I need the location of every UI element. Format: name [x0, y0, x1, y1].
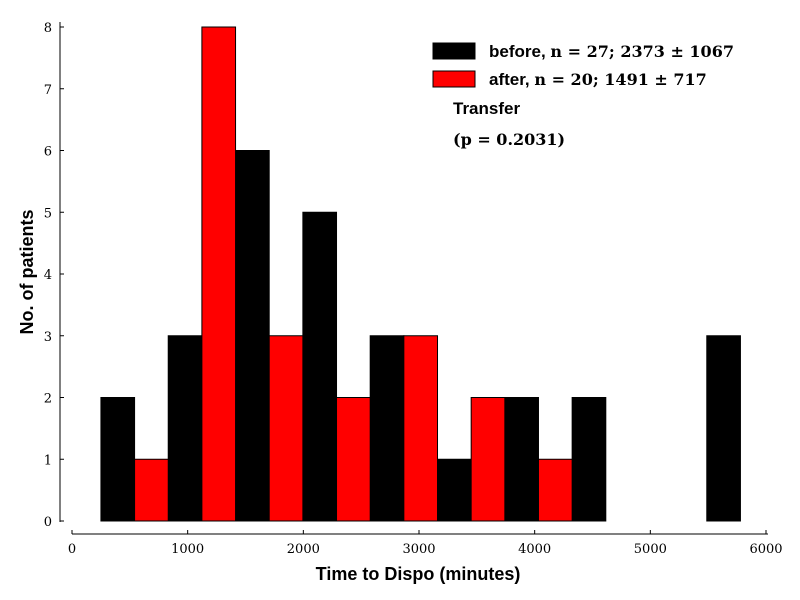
y-tick-label: 2 — [44, 392, 52, 407]
bar-before-3 — [302, 211, 338, 522]
bar-after-4 — [403, 335, 439, 522]
y-tick-label: 3 — [44, 330, 52, 345]
y-tick-label: 1 — [44, 453, 52, 468]
bars-layer — [100, 26, 741, 522]
bar-after-6 — [537, 458, 573, 522]
bar-after-2 — [268, 335, 304, 522]
x-tick-label: 3000 — [402, 542, 435, 557]
y-tick-label: 0 — [44, 515, 52, 530]
legend-annotation-title: Transfer — [453, 99, 520, 118]
y-ticks: 0 1 2 3 4 5 6 7 8 — [44, 21, 64, 530]
x-tick-label: 1000 — [171, 542, 204, 557]
x-tick-label: 6000 — [749, 542, 782, 557]
legend-annotation-pvalue: (p = 0.2031) — [453, 130, 565, 149]
bar-after-1 — [201, 26, 237, 522]
bar-before-6 — [504, 397, 539, 522]
bar-before-0 — [100, 397, 136, 522]
x-tick-label: 2000 — [287, 542, 320, 557]
y-tick-label: 6 — [44, 145, 52, 160]
bar-after-5 — [470, 397, 506, 522]
legend: before, n = 27; 2373 ± 1067 after, n = 2… — [432, 42, 734, 149]
x-axis-title: Time to Dispo (minutes) — [316, 564, 521, 584]
y-tick-label: 4 — [44, 268, 52, 283]
y-tick-label: 5 — [44, 206, 52, 221]
bar-before-5 — [437, 458, 472, 522]
y-axis-title: No. of patients — [17, 210, 37, 335]
y-tick-label: 8 — [44, 21, 52, 36]
bar-before-1 — [167, 335, 203, 522]
x-tick-label: 0 — [68, 542, 76, 557]
bar-before-4 — [369, 335, 405, 522]
bar-after-3 — [336, 397, 371, 522]
legend-entry-after: after, n = 20; 1491 ± 717 — [489, 70, 707, 89]
legend-entry-before: before, n = 27; 2373 ± 1067 — [489, 42, 734, 61]
bar-before-9 — [706, 335, 741, 522]
x-tick-label: 4000 — [518, 542, 551, 557]
legend-swatch-after — [432, 70, 476, 88]
bar-after-0 — [134, 458, 169, 522]
legend-swatch-before — [432, 42, 476, 60]
y-tick-label: 7 — [44, 83, 52, 98]
x-tick-label: 5000 — [634, 542, 667, 557]
bar-before-7 — [571, 397, 607, 522]
bar-before-2 — [235, 150, 270, 522]
x-ticks: 0 1000 2000 3000 4000 5000 6000 — [68, 530, 783, 557]
